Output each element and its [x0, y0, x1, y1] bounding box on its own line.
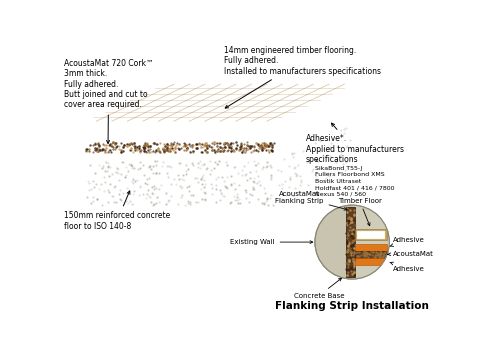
Polygon shape: [275, 98, 352, 142]
Text: Adhesive: Adhesive: [390, 262, 425, 272]
Wedge shape: [352, 205, 389, 279]
Circle shape: [315, 205, 389, 279]
Text: Adhesive: Adhesive: [390, 237, 425, 246]
Polygon shape: [85, 135, 275, 142]
Polygon shape: [85, 98, 352, 135]
Polygon shape: [85, 153, 275, 160]
Text: Adhesive*.
Applied to manufacturers
specifications: Adhesive*. Applied to manufacturers spec…: [306, 123, 403, 164]
Bar: [355, 229, 387, 240]
Text: Timber Floor: Timber Floor: [338, 198, 381, 226]
Polygon shape: [85, 160, 275, 206]
Polygon shape: [275, 105, 352, 153]
Polygon shape: [85, 142, 275, 153]
Polygon shape: [85, 123, 352, 160]
Polygon shape: [275, 84, 352, 135]
Text: Concrete Base: Concrete Base: [294, 278, 344, 299]
Polygon shape: [85, 105, 352, 142]
Text: AcoustaMat: AcoustaMat: [388, 251, 434, 257]
Text: Flanking Strip Installation: Flanking Strip Installation: [275, 300, 429, 311]
Polygon shape: [85, 121, 275, 135]
Text: AcoustaMat 720 Cork™
3mm thick.
Fully adhered.
Butt joined and cut to
cover area: AcoustaMat 720 Cork™ 3mm thick. Fully ad…: [64, 59, 154, 143]
Bar: [357, 231, 385, 239]
Polygon shape: [85, 116, 352, 153]
Bar: [355, 258, 387, 265]
Bar: [346, 207, 355, 277]
Text: 150mm reinforced concrete
floor to ISO 140-8: 150mm reinforced concrete floor to ISO 1…: [64, 191, 170, 231]
Text: AcoustaMat
Flanking Strip: AcoustaMat Flanking Strip: [275, 191, 347, 210]
Text: Existing Wall: Existing Wall: [230, 239, 313, 245]
Text: 14mm engineered timber flooring.
Fully adhered.
Installed to manufacturers speci: 14mm engineered timber flooring. Fully a…: [224, 46, 381, 108]
Polygon shape: [275, 116, 352, 160]
Bar: [355, 244, 387, 251]
Text: *
   SikaBond T55-J
   Fullers Floorbond XMS
   Bostik Ultraset
   Holdfast 401 : * SikaBond T55-J Fullers Floorbond XMS B…: [308, 159, 394, 197]
Bar: [355, 251, 387, 258]
Polygon shape: [275, 123, 352, 206]
Bar: [306, 156, 433, 203]
Polygon shape: [85, 84, 352, 121]
